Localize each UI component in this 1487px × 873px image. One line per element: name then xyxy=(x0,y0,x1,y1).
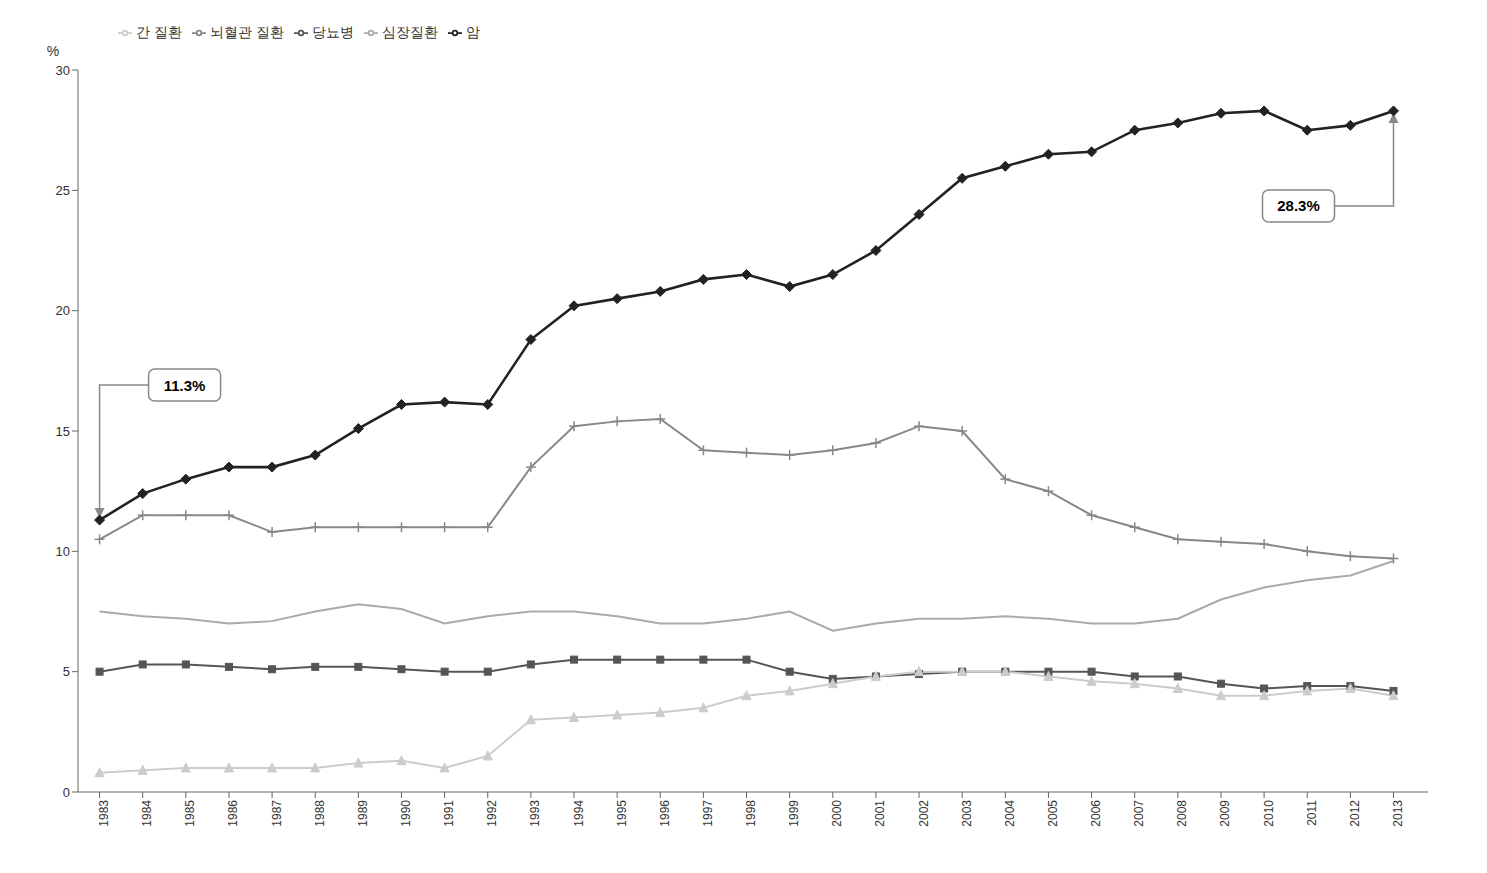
svg-text:1993: 1993 xyxy=(528,800,542,827)
svg-text:20: 20 xyxy=(56,303,70,318)
svg-text:1988: 1988 xyxy=(313,800,327,827)
svg-text:5: 5 xyxy=(63,664,70,679)
svg-text:2001: 2001 xyxy=(873,800,887,827)
svg-text:2002: 2002 xyxy=(917,800,931,827)
svg-text:2009: 2009 xyxy=(1218,800,1232,827)
svg-text:1997: 1997 xyxy=(701,800,715,827)
html-text:암: 암 xyxy=(465,24,480,40)
svg-text:1990: 1990 xyxy=(399,800,413,827)
svg-text:30: 30 xyxy=(56,63,70,78)
svg-text:1995: 1995 xyxy=(615,800,629,827)
html-text:당뇨병: 당뇨병 xyxy=(311,24,354,40)
svg-text:1983: 1983 xyxy=(97,800,111,827)
svg-text:1986: 1986 xyxy=(226,800,240,827)
svg-text:1985: 1985 xyxy=(183,800,197,827)
svg-text:1984: 1984 xyxy=(140,800,154,827)
svg-text:2007: 2007 xyxy=(1132,800,1146,827)
html-text:심장질환: 심장질환 xyxy=(381,24,438,40)
svg-text:0: 0 xyxy=(63,785,70,800)
svg-text:1989: 1989 xyxy=(356,800,370,827)
svg-text:11.3%: 11.3% xyxy=(164,377,206,394)
svg-text:2000: 2000 xyxy=(830,800,844,827)
svg-text:28.3%: 28.3% xyxy=(1277,197,1320,214)
svg-text:1992: 1992 xyxy=(485,800,499,827)
svg-text:2003: 2003 xyxy=(960,800,974,827)
svg-text:1998: 1998 xyxy=(744,800,758,827)
svg-text:2005: 2005 xyxy=(1046,800,1060,827)
svg-text:2004: 2004 xyxy=(1003,800,1017,827)
svg-text:2010: 2010 xyxy=(1262,800,1276,827)
svg-text:2012: 2012 xyxy=(1348,800,1362,827)
html-text:뇌혈관 질환: 뇌혈관 질환 xyxy=(209,24,284,40)
svg-text:1987: 1987 xyxy=(270,800,284,827)
svg-text:15: 15 xyxy=(56,424,70,439)
svg-text:1996: 1996 xyxy=(658,800,672,827)
svg-text:2011: 2011 xyxy=(1305,800,1319,826)
svg-text:2008: 2008 xyxy=(1175,800,1189,827)
svg-text:10: 10 xyxy=(56,544,70,559)
html-text:간 질환: 간 질환 xyxy=(136,24,182,40)
svg-text:%: % xyxy=(47,43,59,59)
svg-text:2013: 2013 xyxy=(1391,800,1405,827)
svg-text:1999: 1999 xyxy=(787,800,801,827)
svg-text:1994: 1994 xyxy=(572,800,586,827)
svg-text:25: 25 xyxy=(56,183,70,198)
svg-text:1991: 1991 xyxy=(442,800,456,827)
svg-text:2006: 2006 xyxy=(1089,800,1103,827)
